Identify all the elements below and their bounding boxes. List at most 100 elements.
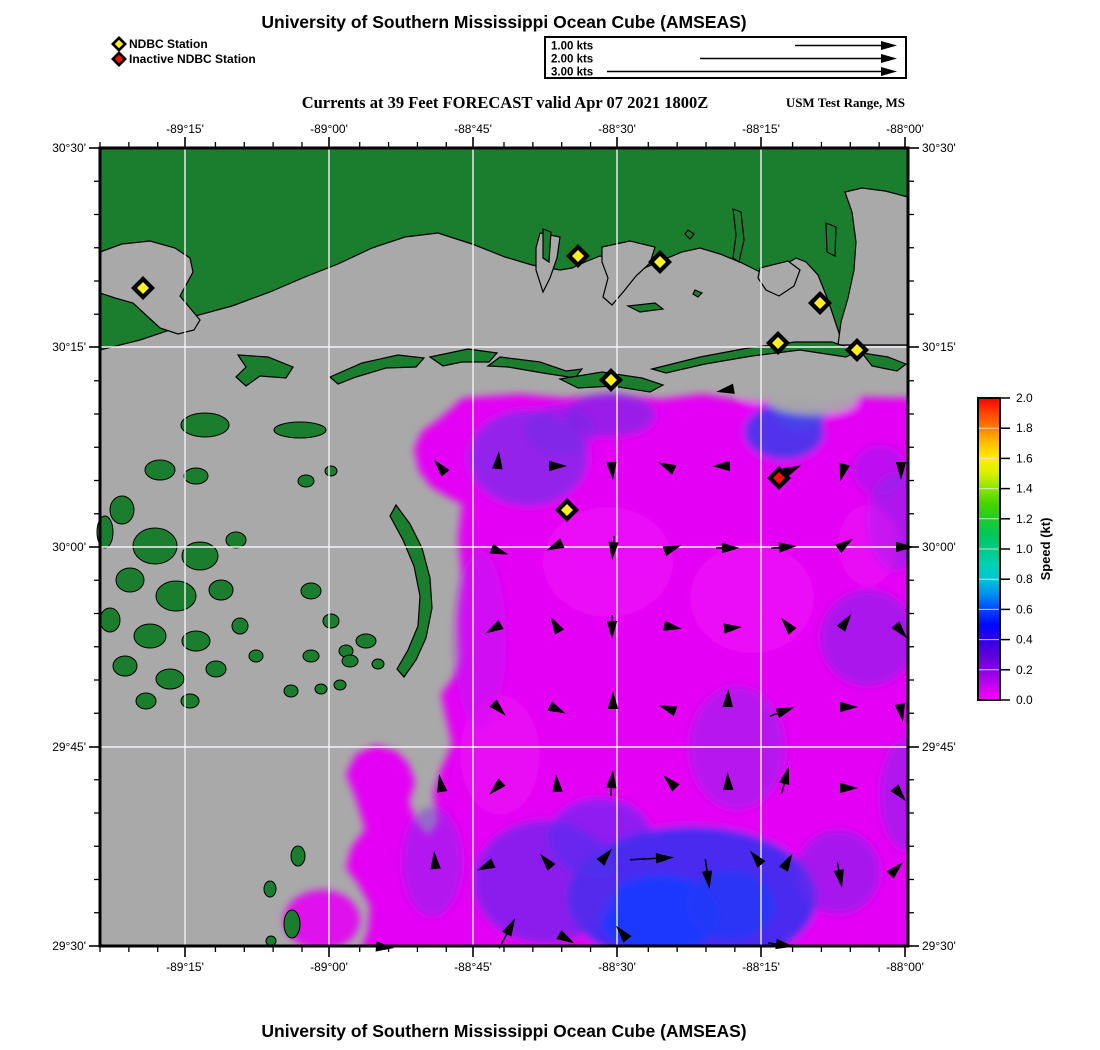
arrow-head [663,620,682,631]
arrow-head [722,542,740,554]
marsh-island [302,649,320,663]
x-axis-label-top: -88°45' [454,122,492,136]
island-polygon [732,208,745,263]
marsh-island [283,909,301,939]
x-axis-label-bottom: -88°00' [886,960,924,974]
marsh-island [132,527,178,565]
current-arrow [549,460,567,472]
x-axis-label-top: -89°00' [310,122,348,136]
arrow-tail [630,857,659,861]
current-arrow [489,543,509,555]
island-polygon [825,222,837,257]
arrow-head [749,850,766,868]
y-axis-label-right: 30°15' [922,340,956,354]
colorbar-tick-label: 0.6 [1016,602,1033,616]
arrow-head [836,613,852,632]
current-arrow [886,862,903,879]
y-axis-label-right: 29°30' [922,939,956,953]
scale-arrow-head [881,41,897,50]
arrow-head [596,848,613,866]
arrow-head [775,707,795,719]
marsh-island [180,693,200,709]
x-axis-label-top: -88°15' [742,122,780,136]
arrow-head [723,623,742,634]
station-marker-inactive [767,466,791,490]
current-arrow [477,858,496,871]
arrow-head [662,545,682,557]
current-arrow [716,383,735,394]
page-title: University of Southern Mississippi Ocean… [261,12,746,32]
marsh-island [300,582,322,600]
current-arrow [662,545,682,557]
y-axis-label-left: 30°15' [52,340,86,354]
island-polygon [684,229,695,240]
bay-water-polygon [601,240,656,306]
x-axis-label-bottom: -88°15' [742,960,780,974]
colorbar-title: Speed (kt) [1038,518,1053,581]
arrow-head [546,538,565,551]
colorbar-tick-label: 1.4 [1016,482,1033,496]
marsh-island [99,607,121,633]
y-axis-label-right: 29°45' [922,740,956,754]
speed-field-blob [880,740,908,850]
arrow-head [701,870,713,889]
island-polygon [542,228,552,264]
y-axis-label-left: 29°45' [52,740,86,754]
bay-water-polygon [837,187,909,346]
arrow-head [780,617,797,635]
legend-swatch-inactive [111,51,127,67]
current-arrow [890,784,907,802]
arrow-head [840,782,858,794]
current-arrow [430,851,441,870]
speed-field-blob [685,870,775,940]
station-diamond-fill [572,250,584,262]
arrow-head [723,772,734,791]
marsh-island [181,541,219,571]
arrow-head [607,691,619,709]
x-axis-label-bottom: -88°30' [598,960,636,974]
x-axis-label-top: -89°15' [166,122,204,136]
colorbar-tick-label: 0.2 [1016,663,1033,677]
marsh-island [355,633,377,649]
current-arrow [895,462,907,480]
speed-field-blob [690,543,814,653]
arrow-head [779,766,790,786]
island-polygon [625,302,665,313]
arrow-head [549,460,567,472]
current-arrow [778,853,793,872]
colorbar-tick-label: 1.2 [1016,512,1033,526]
station-marker-active [566,244,590,268]
arrow-head [492,451,503,470]
current-arrow [596,848,613,866]
speed-field-blob [543,507,673,617]
current-arrow [630,853,674,864]
marsh-island [155,668,185,690]
station-diamond-fill [851,344,863,356]
station-diamond-fill [654,256,666,268]
arrow-head [437,774,448,793]
legend-swatch-active [111,36,127,52]
current-arrow [437,774,448,793]
station-marker-active [599,368,623,392]
current-arrow [546,538,565,551]
current-arrow [723,772,734,791]
speed-field-blob [284,890,360,946]
speed-field-blob [548,798,652,878]
bay-water-polygon [535,232,561,294]
arrow-head [606,461,617,480]
speed-field-blob [525,405,595,455]
station-diamond-fill [137,282,149,294]
current-arrow [780,617,797,635]
speed-field-blob [852,445,908,495]
current-arrow [712,460,730,472]
current-arrow [556,929,575,944]
marsh-island [371,658,385,670]
current-arrow [749,850,766,868]
arrow-head [608,541,619,560]
arrow-head [606,770,617,789]
current-arrow [833,862,844,888]
arrow-head [886,862,903,879]
